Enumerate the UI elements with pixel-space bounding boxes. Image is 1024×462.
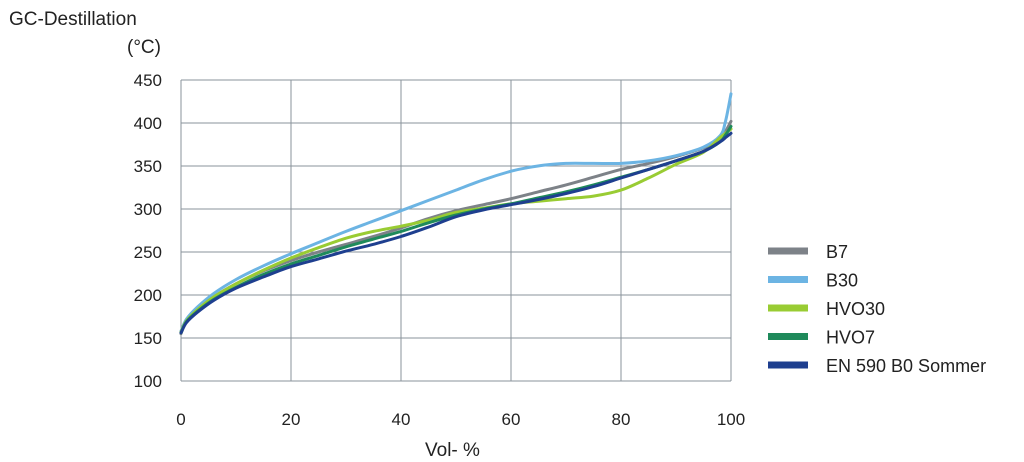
y-tick-label: 450 [134, 71, 162, 90]
series-line-hvo30 [179, 127, 733, 334]
x-tick-label: 0 [176, 410, 185, 429]
x-tick-label: 60 [502, 410, 521, 429]
legend: B7 B30 HVO30 HVO7 EN 590 B0 Sommer [768, 242, 986, 376]
series-line-en-590-b0-sommer [179, 131, 733, 335]
y-tick-label: 250 [134, 243, 162, 262]
series-line-b30 [179, 92, 733, 333]
legend-label: B7 [826, 242, 848, 262]
y-tick-label: 300 [134, 200, 162, 219]
y-tick-label: 150 [134, 329, 162, 348]
x-tick-label: 40 [392, 410, 411, 429]
x-tick-label: 100 [717, 410, 745, 429]
y-tick-label: 350 [134, 157, 162, 176]
x-axis-label: Vol- % [425, 440, 480, 461]
x-axis-ticks: 0 20 40 60 80 100 [176, 410, 745, 429]
legend-label: B30 [826, 271, 858, 291]
legend-label: EN 590 B0 Sommer [826, 356, 986, 376]
series-line-b7 [179, 119, 733, 336]
x-tick-label: 80 [612, 410, 631, 429]
x-tick-label: 20 [282, 410, 301, 429]
y-axis-label: GC-Destillation [9, 9, 137, 30]
y-tick-label: 400 [134, 114, 162, 133]
series-lines [179, 92, 733, 336]
y-axis-ticks: 100 150 200 250 300 350 400 450 [134, 71, 162, 391]
legend-label: HVO7 [826, 328, 875, 348]
y-tick-label: 200 [134, 286, 162, 305]
y-axis-unit: (°C) [127, 37, 161, 58]
y-tick-label: 100 [134, 372, 162, 391]
grid [180, 79, 732, 382]
series-line-hvo7 [179, 124, 733, 335]
legend-label: HVO30 [826, 299, 885, 319]
